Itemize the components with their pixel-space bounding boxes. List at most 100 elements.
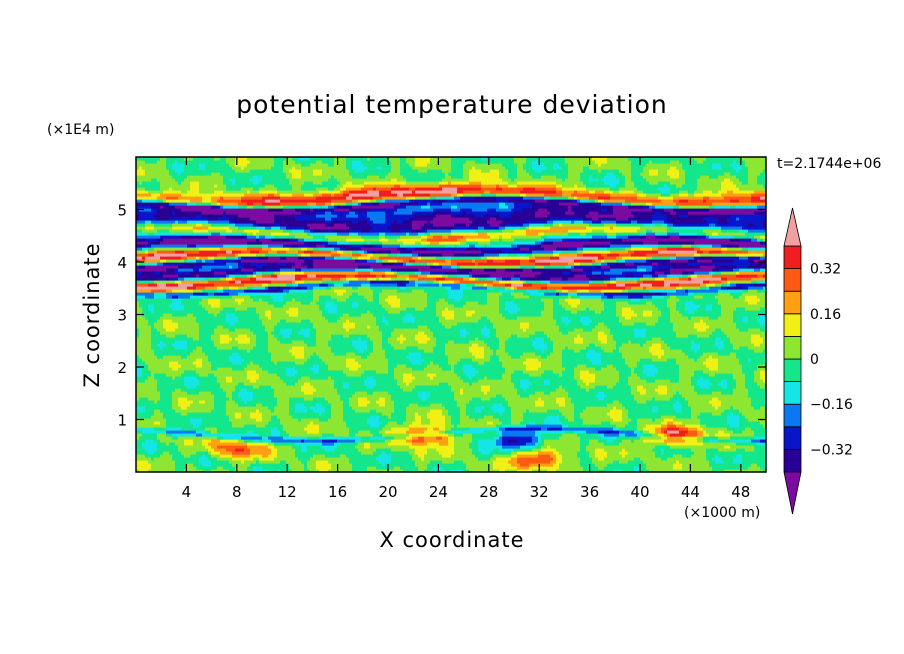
contour-cell [607, 160, 632, 164]
contour-cell [325, 454, 341, 458]
contour-cell [610, 274, 626, 278]
contour-cell [316, 340, 329, 344]
contour-cell [385, 211, 395, 215]
contour-cell [382, 421, 389, 425]
contour-cell [523, 187, 536, 191]
contour-cell [502, 439, 509, 443]
contour-cell [562, 304, 572, 308]
contour-cell [298, 244, 311, 248]
contour-cell [259, 433, 272, 437]
contour-cell [400, 301, 428, 305]
contour-cell [286, 172, 293, 176]
contour-cell [331, 334, 344, 338]
contour-cell [295, 406, 308, 410]
contour-cell [436, 277, 446, 281]
contour-cell [424, 469, 434, 472]
contour-cell [160, 205, 164, 209]
contour-cell [514, 229, 527, 233]
contour-cell [241, 196, 263, 200]
contour-cell [592, 361, 602, 365]
contour-cell [427, 364, 440, 368]
contour-cell [361, 439, 386, 443]
contour-cell [670, 166, 677, 170]
contour-cell [571, 397, 599, 401]
contour-cell [736, 385, 746, 389]
contour-cell [208, 280, 230, 284]
contour-cell [658, 169, 668, 173]
contour-cell [427, 301, 437, 305]
contour-cell [394, 406, 407, 410]
contour-cell [217, 289, 224, 293]
contour-cell [499, 436, 503, 440]
contour-cell [385, 307, 407, 311]
contour-cell [136, 328, 140, 332]
contour-cell [472, 343, 479, 347]
contour-cell [661, 313, 671, 317]
contour-cell [145, 250, 149, 254]
contour-cell [310, 376, 329, 380]
contour-cell [520, 265, 536, 269]
contour-cell [190, 271, 215, 275]
contour-cell [547, 346, 554, 350]
contour-cell [295, 262, 302, 266]
contour-cell [406, 286, 446, 290]
contour-cell [694, 253, 701, 257]
contour-cell [535, 346, 548, 350]
contour-cell [151, 208, 158, 212]
contour-cell [442, 460, 455, 464]
contour-cell [328, 340, 353, 344]
contour-cell [652, 229, 668, 233]
contour-cell [754, 445, 766, 449]
contour-cell [550, 226, 587, 230]
contour-cell [625, 175, 632, 179]
contour-cell [595, 454, 608, 458]
contour-cell [346, 328, 350, 332]
contour-cell [394, 403, 410, 407]
contour-cell [475, 259, 488, 263]
contour-cell [664, 433, 668, 437]
contour-cell [760, 307, 766, 311]
contour-cell [565, 160, 596, 164]
contour-cell [613, 400, 620, 404]
contour-cell [619, 379, 629, 383]
contour-cell [412, 361, 422, 365]
contour-cell [304, 259, 314, 263]
contour-cell [424, 436, 437, 440]
contour-cell [145, 220, 152, 224]
contour-cell [652, 406, 659, 410]
contour-cell [745, 376, 755, 380]
contour-cell [721, 277, 728, 281]
contour-cell [589, 307, 605, 311]
contour-cell [142, 256, 146, 260]
contour-cell [328, 163, 335, 167]
contour-cell [481, 169, 491, 173]
contour-cell [745, 163, 766, 167]
contour-cell [316, 211, 326, 215]
contour-cell [319, 295, 332, 299]
contour-cell [697, 274, 713, 278]
contour-cell [670, 316, 689, 320]
contour-cell [631, 340, 647, 344]
contour-cell [580, 334, 599, 338]
contour-cell [379, 235, 386, 239]
contour-cell [322, 442, 335, 446]
contour-cell [325, 256, 335, 260]
contour-cell [709, 286, 722, 290]
contour-cell [451, 229, 476, 233]
contour-cell [334, 202, 347, 206]
contour-cell [652, 265, 674, 269]
contour-cell [592, 460, 614, 464]
contour-cell [139, 409, 146, 413]
contour-cell [475, 160, 515, 164]
contour-cell [721, 403, 752, 407]
contour-cell [541, 364, 563, 368]
contour-cell [649, 349, 665, 353]
contour-cell [136, 439, 146, 443]
contour-cell [394, 367, 413, 371]
contour-cell [595, 325, 608, 329]
contour-cell [469, 469, 500, 472]
contour-cell [409, 451, 416, 455]
contour-cell [718, 406, 731, 410]
contour-cell [622, 409, 629, 413]
contour-cell [760, 235, 766, 239]
